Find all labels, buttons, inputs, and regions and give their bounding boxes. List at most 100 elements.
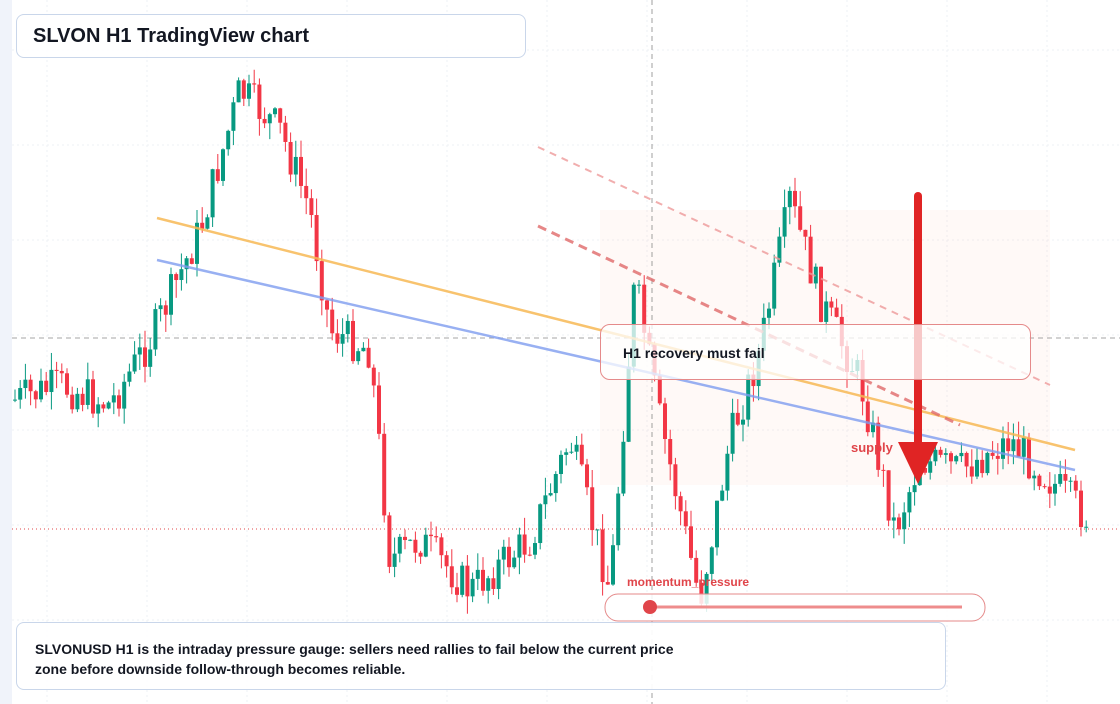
candle-body [1053,483,1057,494]
candle-body [782,207,787,237]
callout: H1 recovery must fail [600,324,1031,380]
candle-body [491,578,496,589]
candle-body [985,452,990,474]
candle-body [169,274,173,315]
candle-body [288,141,293,175]
candle-body [179,269,184,281]
caption-text: SLVONUSD H1 is the intraday pressure gau… [35,641,674,677]
candle-body [616,493,621,546]
candle-body [865,401,870,433]
candle-body [902,512,907,530]
candle-body [642,284,647,333]
candle-body [1021,437,1026,457]
candle-body [689,526,693,558]
candle-body [1063,474,1068,481]
candle-body [1006,438,1011,452]
candle-body [600,529,605,583]
candle-body [371,367,376,386]
candle-body [829,301,834,308]
candle-body [106,402,111,409]
candle-body [699,582,704,604]
candle-body [559,454,563,475]
candle-body [720,490,725,501]
candle-body [995,455,1000,459]
candle-body [408,539,413,541]
candle-body [923,468,927,473]
candle-body [1032,475,1037,479]
candle-body [663,403,667,440]
candle-body [543,495,548,505]
candle-body [772,262,777,309]
candle-body [413,539,418,553]
gauge-label: momentum_pressure [627,575,750,589]
candle-body [969,466,974,477]
candle-body [325,300,329,310]
candle-body [507,546,511,568]
candle-body [512,557,517,568]
candle-body [611,545,615,585]
candle-body [143,347,147,367]
candle-body [314,215,319,262]
candle-body [1001,438,1005,459]
candle-body [954,456,959,462]
candle-body [694,557,699,583]
candle-body [163,305,168,315]
candle-body [673,464,678,497]
candle-body [1073,480,1078,491]
candle-body [746,374,751,420]
candle-body [44,380,49,393]
candle-body [1084,526,1089,528]
candle-body [637,284,641,286]
candle-body [668,439,673,465]
candle-body [200,222,205,229]
candle-body [299,156,303,186]
candle-body [356,351,361,362]
candle-body [335,333,340,344]
candle-body [309,198,314,216]
candle-body [59,370,64,374]
candle-body [626,366,631,442]
candle-body [933,449,938,462]
candle-body [117,395,121,409]
candle-body [808,236,813,284]
candle-body [897,517,901,530]
candle-body [590,487,595,531]
candle-body [236,80,241,103]
candle-body [938,449,943,455]
candle-body [257,84,262,119]
candle-body [787,190,792,208]
zone-label: supply [851,440,893,455]
candle-body [751,374,756,387]
candle-body [340,334,345,344]
candle-body [621,441,626,494]
candle-body [13,399,17,401]
candle-body [387,515,392,567]
candle-body [819,266,823,322]
candle-body [1079,490,1083,528]
candle-body [267,114,272,124]
candle-body [444,555,449,567]
candle-body [397,536,402,554]
candle-body [361,347,366,352]
candle-body [486,578,491,591]
candle-body [595,529,600,531]
candle-body [1016,439,1021,457]
candle-body [860,359,865,402]
candle-body [210,169,215,218]
candle-body [1037,475,1042,487]
candle-body [262,118,267,124]
candle-body [455,587,459,595]
candle-body [423,534,428,557]
candle-body [704,573,709,604]
candle-body [319,261,324,301]
candle-body [418,552,423,557]
candle-body [189,258,194,264]
candle-body [605,582,610,585]
candle-body [1047,486,1052,494]
candle-body [1068,480,1073,482]
candle-body [501,546,506,560]
candle-body [548,493,553,496]
candle-body [184,258,189,270]
candle-body [886,470,891,521]
